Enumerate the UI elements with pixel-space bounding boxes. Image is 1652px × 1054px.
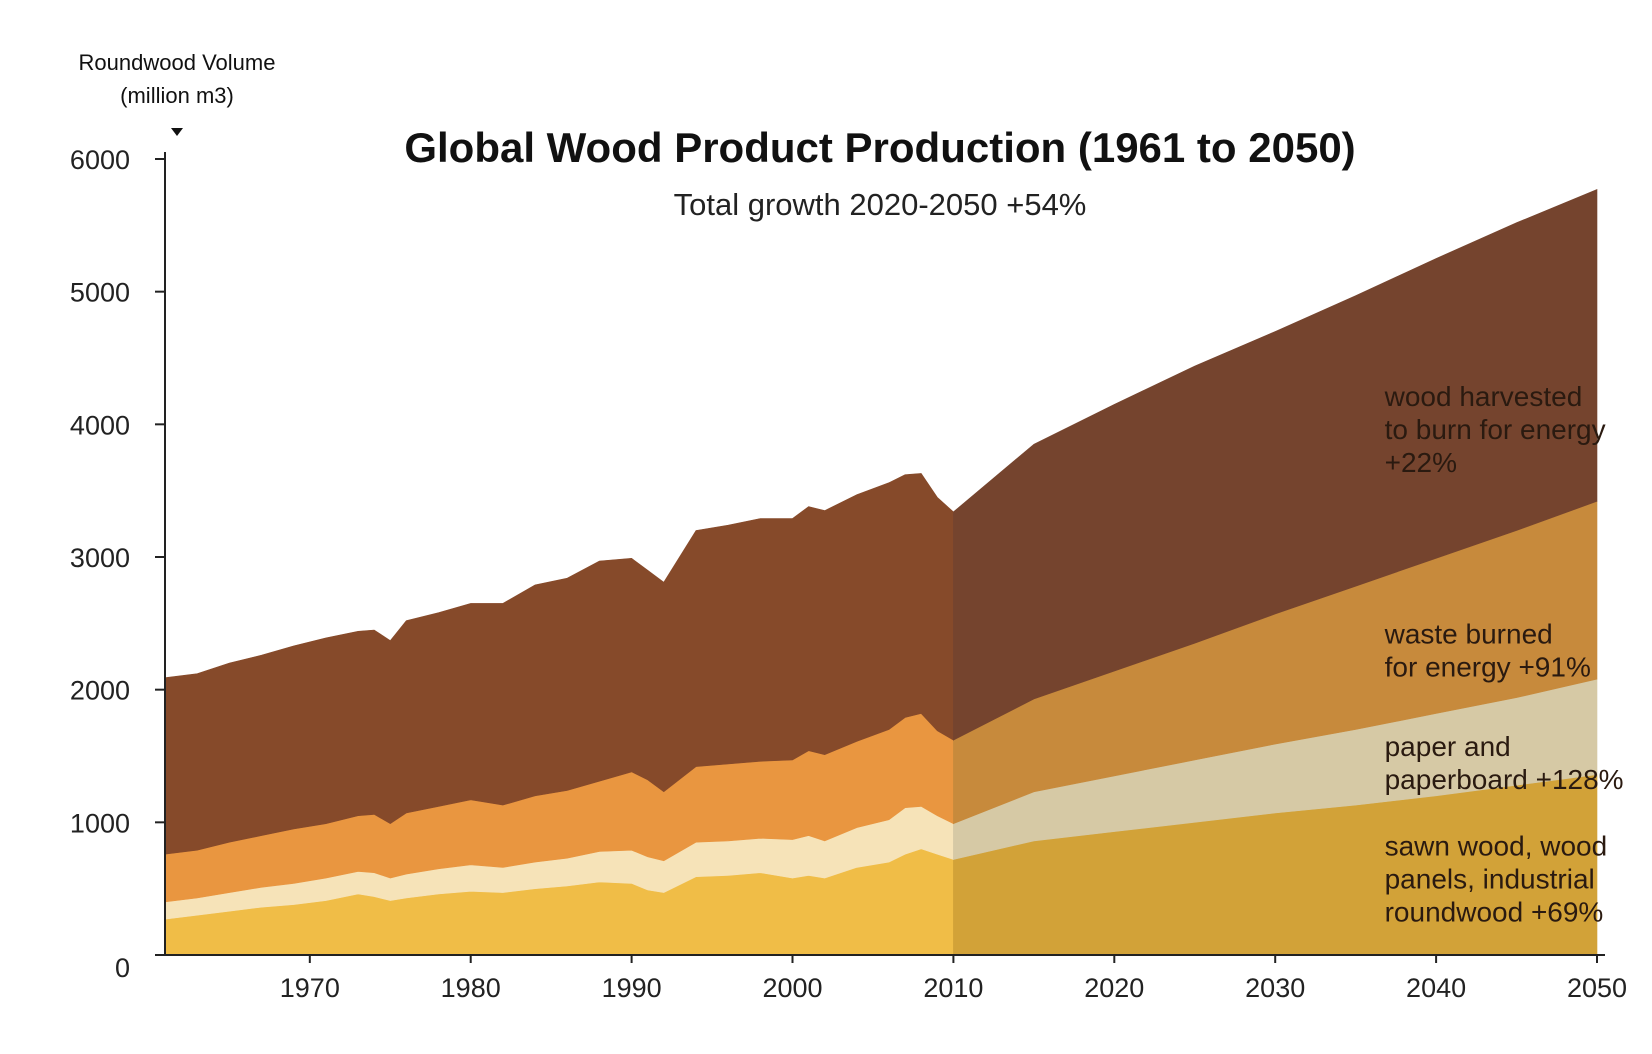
y-tick-label: 2000 bbox=[70, 676, 130, 706]
y-tick-label: 3000 bbox=[70, 543, 130, 573]
annotation-line: waste burned bbox=[1384, 618, 1553, 649]
y-tick-label: 5000 bbox=[70, 278, 130, 308]
x-tick-label: 1990 bbox=[602, 973, 662, 1003]
annotation-line: sawn wood, wood bbox=[1385, 830, 1608, 861]
area-annotation-4: wood harvested to burn for energy +22% bbox=[1384, 381, 1606, 478]
x-tick-label: 2050 bbox=[1567, 973, 1627, 1003]
x-tick-label: 1980 bbox=[441, 973, 501, 1003]
y-tick-label: 4000 bbox=[70, 410, 130, 440]
annotation-line: for energy +91% bbox=[1385, 651, 1591, 682]
x-tick-label: 2020 bbox=[1084, 973, 1144, 1003]
axes: 0 1000 2000 3000 4000 5000 6000 1970 1980 1990 200… bbox=[70, 145, 1627, 1003]
chart-title: Global Wood Product Production (1961 to … bbox=[404, 124, 1355, 171]
x-tick-label: 2010 bbox=[923, 973, 983, 1003]
annotation-line: +22% bbox=[1385, 447, 1457, 478]
annotation-line: panels, industrial bbox=[1385, 863, 1595, 894]
annotation-line: paperboard +128% bbox=[1385, 764, 1624, 795]
x-tick-label: 2040 bbox=[1406, 973, 1466, 1003]
area-annotation-3: waste burned for energy +91% bbox=[1384, 618, 1591, 682]
x-tick-label: 1970 bbox=[280, 973, 340, 1003]
area-series-4-projected bbox=[953, 189, 1598, 741]
annotation-line: to burn for energy bbox=[1385, 414, 1606, 445]
y-tick-label: 6000 bbox=[70, 145, 130, 175]
area-annotation-1: sawn wood, wood panels, industrial roundwo… bbox=[1385, 830, 1608, 927]
y-axis-label-line-2: (million m3) bbox=[120, 83, 234, 108]
y-tick-label: 0 bbox=[115, 953, 130, 983]
annotation-line: wood harvested bbox=[1384, 381, 1583, 412]
chart-subtitle: Total growth 2020-2050 +54% bbox=[674, 187, 1087, 222]
y-axis-arrow-icon bbox=[171, 128, 183, 136]
annotation-line: paper and bbox=[1385, 731, 1511, 762]
y-axis-label-line-1: Roundwood Volume bbox=[79, 50, 276, 75]
area-annotation-2: paper and paperboard +128% bbox=[1385, 731, 1624, 795]
stacked-areas bbox=[164, 189, 1598, 956]
annotation-line: roundwood +69% bbox=[1385, 896, 1604, 927]
x-tick-label: 2000 bbox=[762, 973, 822, 1003]
x-tick-label: 2030 bbox=[1245, 973, 1305, 1003]
area-annotations: wood harvested to burn for energy +22% wast… bbox=[1384, 381, 1624, 927]
y-tick-label: 1000 bbox=[70, 808, 130, 838]
